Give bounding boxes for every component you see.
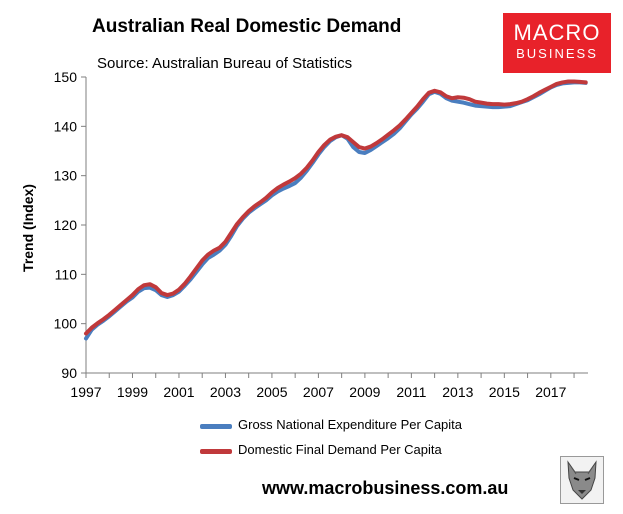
series-line-gne [84,80,588,341]
x-tick-label: 2009 [349,384,380,400]
legend-label-dfd: Domestic Final Demand Per Capita [238,442,442,457]
y-tick-label: 100 [54,316,78,332]
chart-source: Source: Australian Bureau of Statistics [97,55,353,72]
x-tick-label: 1997 [70,384,101,400]
legend-swatch-gne [200,424,232,429]
y-tick-label: 130 [54,168,78,184]
logo-line-2: BUSINESS [516,46,598,61]
chart-series [84,79,588,341]
y-tick-label: 140 [54,118,78,134]
series-line-dfd [84,79,588,336]
x-tick-label: 2015 [489,384,520,400]
macrobusiness-logo: MACRO BUSINESS [503,13,611,73]
x-tick-label: 2001 [163,384,194,400]
x-tick-label: 2005 [256,384,287,400]
page-title: Australian Real Domestic Demand [92,16,402,37]
y-tick-label: 90 [61,365,77,381]
chart-axes: 90 100 110 120 130 140 150 1997 1999 2001 2003 2005… [54,69,588,400]
x-tick-label: 2007 [303,384,334,400]
logo-line-1: MACRO [513,20,601,45]
website-url: www.macrobusiness.com.au [262,478,509,498]
wolf-icon [560,456,604,504]
legend-label-gne: Gross National Expenditure Per Capita [238,417,463,432]
line-chart: 90 100 110 120 130 140 150 1997 1999 2001 2003 2005… [54,69,588,400]
x-tick-label: 1999 [117,384,148,400]
x-tick-label: 2011 [396,384,426,400]
y-tick-label: 120 [54,217,78,233]
legend-swatch-dfd [200,449,232,454]
x-tick-label: 2017 [535,384,566,400]
y-tick-label: 110 [55,266,78,282]
x-tick-label: 2013 [442,384,473,400]
y-tick-label: 150 [54,69,78,85]
x-tick-label: 2003 [210,384,241,400]
